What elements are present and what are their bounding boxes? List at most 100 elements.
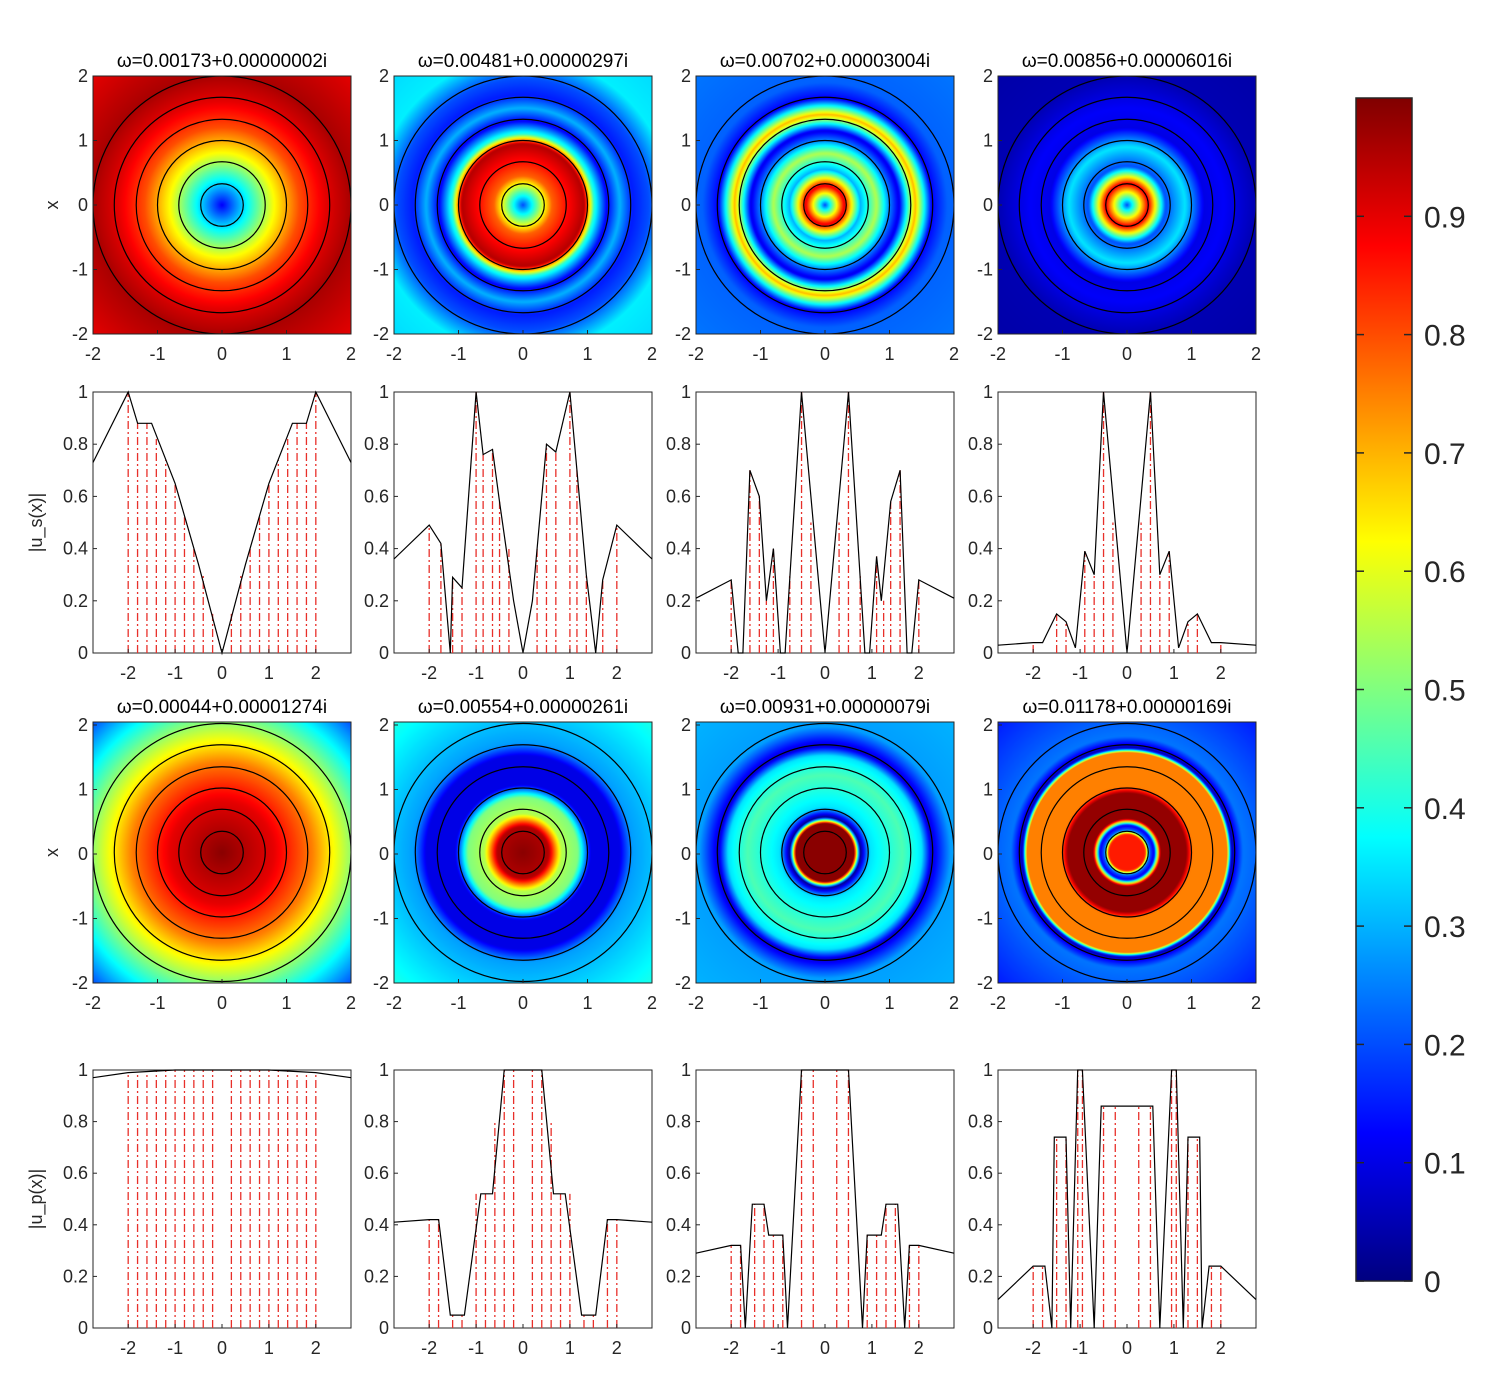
x-tick-label: 1 — [565, 663, 575, 683]
x-tick-label: -2 — [990, 993, 1006, 1013]
y-axis-label: x — [42, 201, 62, 210]
x-tick-label: 0 — [820, 344, 830, 364]
heatmap-panel-3-1: ω=0.00044+0.00001274i -2-2 -1 -1 0 0 1 1 2 2 x — [42, 697, 356, 1013]
y-tick-label: 0.8 — [364, 1112, 389, 1132]
heatmap-panel-1-3: ω=0.00702+0.00003004i -2-2 -1 -1 0 0 1 1 2 2 — [675, 51, 959, 364]
y-tick-label: 0.2 — [364, 591, 389, 611]
x-tick-label: -1 — [752, 993, 768, 1013]
y-tick-label: 1 — [379, 131, 389, 151]
colorbar-bar — [1355, 97, 1413, 1282]
y-tick-label: 1 — [681, 1060, 691, 1080]
x-tick-label: 0 — [1122, 993, 1132, 1013]
line-panel-2-2: -2 -1 0 1 2 0 0.2 0.4 0.6 0.8 1 — [364, 382, 653, 683]
x-tick-label: 1 — [1169, 663, 1179, 683]
x-tick-label: 2 — [949, 344, 959, 364]
contour-ring — [479, 161, 567, 249]
axes-frame — [393, 391, 653, 654]
y-tick-label: -1 — [72, 260, 88, 280]
contour-ring — [1061, 139, 1193, 271]
contour-ring — [457, 787, 589, 918]
contour-ring — [135, 766, 309, 939]
x-tick-label: -2 — [421, 663, 437, 683]
axes-frame — [695, 391, 955, 654]
profile-curve — [393, 391, 653, 654]
stem-lines — [730, 1070, 920, 1328]
contour-ring — [1105, 830, 1149, 875]
row-3: ω=0.00044+0.00001274i-2-2-1-1001122xω=0.… — [42, 697, 1261, 1013]
y-tick-label: 1 — [983, 780, 993, 800]
y-tick-label: 1 — [681, 780, 691, 800]
colorbar-tick-label: 0.1 — [1424, 1148, 1466, 1181]
panel-title: ω=0.00931+0.00000079i — [720, 697, 930, 718]
x-tick-label: 1 — [1186, 344, 1196, 364]
x-tick-label: 2 — [914, 663, 924, 683]
colorbar-tick-label: 0.6 — [1424, 556, 1466, 589]
contour-ring — [759, 139, 891, 271]
x-tick-label: 1 — [565, 1338, 575, 1358]
axes-frame — [92, 1069, 352, 1329]
contour-ring — [479, 808, 567, 897]
x-tick-label: 0 — [518, 1338, 528, 1358]
x-tick-label: 0 — [820, 1338, 830, 1358]
y-tick-label: 0.6 — [666, 1163, 691, 1183]
heatmap-panel-1-2: ω=0.00481+0.00000297i -2-2 -1 -1 0 0 1 1 2 2 — [373, 51, 657, 364]
y-tick-label: 1 — [983, 382, 993, 402]
x-tick-label: 1 — [867, 1338, 877, 1358]
x-tick-label: 2 — [346, 993, 356, 1013]
y-tick-label: 1 — [983, 1060, 993, 1080]
x-tick-label: -2 — [120, 663, 136, 683]
contour-ring — [738, 118, 912, 292]
y-tick-label: -1 — [72, 909, 88, 929]
y-tick-label: 1 — [681, 382, 691, 402]
y-tick-label: 0.2 — [968, 591, 993, 611]
y-tick-label: 0.2 — [63, 1266, 88, 1286]
colorbar: 0 0.1 0.2 0.3 0.4 0.5 0.6 0.7 0.8 0.9 — [1355, 97, 1466, 1299]
x-tick-label: -2 — [688, 993, 704, 1013]
y-tick-label: 1 — [983, 131, 993, 151]
line-panel-2-4: -2 -1 0 1 2 0 0.2 0.4 0.6 0.8 1 — [968, 382, 1257, 683]
contour-ring — [1040, 766, 1214, 939]
y-tick-label: 0.2 — [666, 591, 691, 611]
y-tick-label: 0.4 — [364, 1215, 389, 1235]
x-tick-label: 0 — [518, 663, 528, 683]
colorbar-tick-label: 0.5 — [1424, 675, 1466, 708]
panel-title: ω=0.01178+0.00000169i — [1023, 697, 1232, 718]
contour-ring — [1083, 808, 1171, 897]
x-tick-label: 0 — [1122, 663, 1132, 683]
x-tick-label: 2 — [1251, 344, 1261, 364]
x-tick-label: 0 — [217, 344, 227, 364]
x-tick-label: 2 — [1216, 663, 1226, 683]
heatmap-panel-3-3: ω=0.00931+0.00000079i -2-2 -1 -1 0 0 1 1 2 2 — [675, 697, 959, 1013]
x-tick-label: -1 — [167, 663, 183, 683]
panel-title: ω=0.00702+0.00003004i — [720, 51, 930, 72]
y-tick-label: -2 — [675, 973, 691, 993]
line-panel-4-2: -2 -1 0 1 2 0 0.2 0.4 0.6 0.8 1 — [364, 1060, 653, 1358]
y-tick-label: 0.8 — [666, 434, 691, 454]
x-tick-label: -2 — [386, 344, 402, 364]
x-tick-label: -1 — [1072, 663, 1088, 683]
y-tick-label: 0 — [983, 195, 993, 215]
row-2: -2 -1 0 1 2 0 0.2 0.4 0.6 0.8 1 |u_s(x)| -2 -1 0 1 2 0 0.2… — [26, 382, 1257, 683]
y-tick-label: 0.2 — [666, 1266, 691, 1286]
y-tick-label: 0.6 — [968, 486, 993, 506]
x-tick-label: -1 — [149, 993, 165, 1013]
x-tick-label: 0 — [518, 344, 528, 364]
contour-ring — [200, 830, 244, 875]
x-tick-label: 2 — [914, 1338, 924, 1358]
contour-ring — [1040, 118, 1214, 292]
y-tick-label: -1 — [977, 260, 993, 280]
contour-rings — [696, 76, 954, 334]
y-tick-label: 0.4 — [63, 1215, 88, 1235]
contour-ring — [1018, 96, 1236, 314]
y-tick-label: 0 — [983, 1318, 993, 1338]
profile-curve — [997, 1069, 1257, 1329]
profile-curve — [695, 1069, 955, 1329]
x-tick-label: 1 — [867, 663, 877, 683]
x-tick-label: -1 — [1054, 344, 1070, 364]
y-tick-label: -2 — [977, 973, 993, 993]
y-tick-label: 0.6 — [364, 486, 389, 506]
colorbar-tick-label: 0.8 — [1424, 320, 1466, 353]
y-axis-label: |u_s(x)| — [26, 493, 47, 552]
y-tick-label: 2 — [379, 715, 389, 735]
contour-ring — [1018, 744, 1236, 961]
